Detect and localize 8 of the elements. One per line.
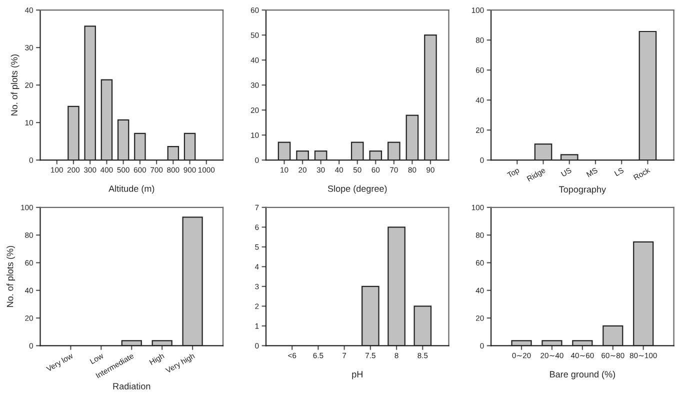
x-axis-title: Radiation (113, 382, 150, 390)
x-axis-title: pH (352, 371, 362, 380)
x-axis-title: Altitude (m) (108, 185, 154, 194)
x-axis-title: Slope (degree) (328, 185, 387, 194)
y-axis-title: No. of plots (%) (6, 246, 15, 307)
x-axis-title: Topography (559, 186, 606, 194)
x-axis-title: Bare ground (%) (550, 370, 615, 380)
y-axis-title: No. of plots (%) (10, 54, 20, 116)
